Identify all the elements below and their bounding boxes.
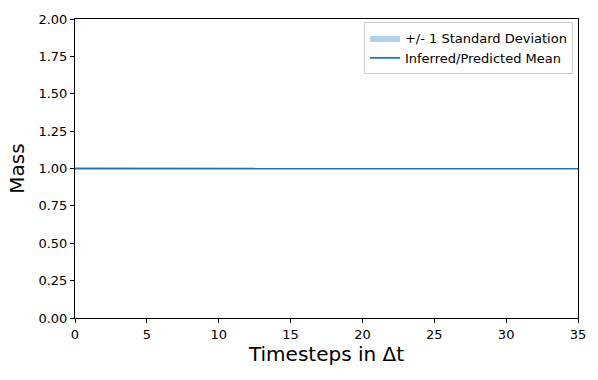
svg-text:Mass: Mass xyxy=(5,143,29,193)
svg-text:30: 30 xyxy=(498,327,515,342)
svg-text:0: 0 xyxy=(71,327,79,342)
svg-text:1.00: 1.00 xyxy=(38,161,67,176)
svg-text:20: 20 xyxy=(354,327,371,342)
svg-text:1.50: 1.50 xyxy=(38,86,67,101)
svg-text:25: 25 xyxy=(426,327,443,342)
svg-text:Inferred/Predicted Mean: Inferred/Predicted Mean xyxy=(405,51,561,66)
svg-text:5: 5 xyxy=(143,327,151,342)
svg-text:Timesteps in Δt: Timesteps in Δt xyxy=(248,342,404,366)
svg-text:2.00: 2.00 xyxy=(38,12,67,27)
svg-text:1.25: 1.25 xyxy=(38,124,67,139)
svg-text:+/- 1 Standard Deviation: +/- 1 Standard Deviation xyxy=(405,31,567,46)
svg-text:10: 10 xyxy=(210,327,227,342)
svg-text:0.50: 0.50 xyxy=(38,236,67,251)
svg-text:0.25: 0.25 xyxy=(38,273,67,288)
svg-text:1.75: 1.75 xyxy=(38,49,67,64)
svg-text:15: 15 xyxy=(282,327,299,342)
svg-text:0.00: 0.00 xyxy=(38,311,67,326)
svg-text:35: 35 xyxy=(570,327,587,342)
svg-text:0.75: 0.75 xyxy=(38,198,67,213)
